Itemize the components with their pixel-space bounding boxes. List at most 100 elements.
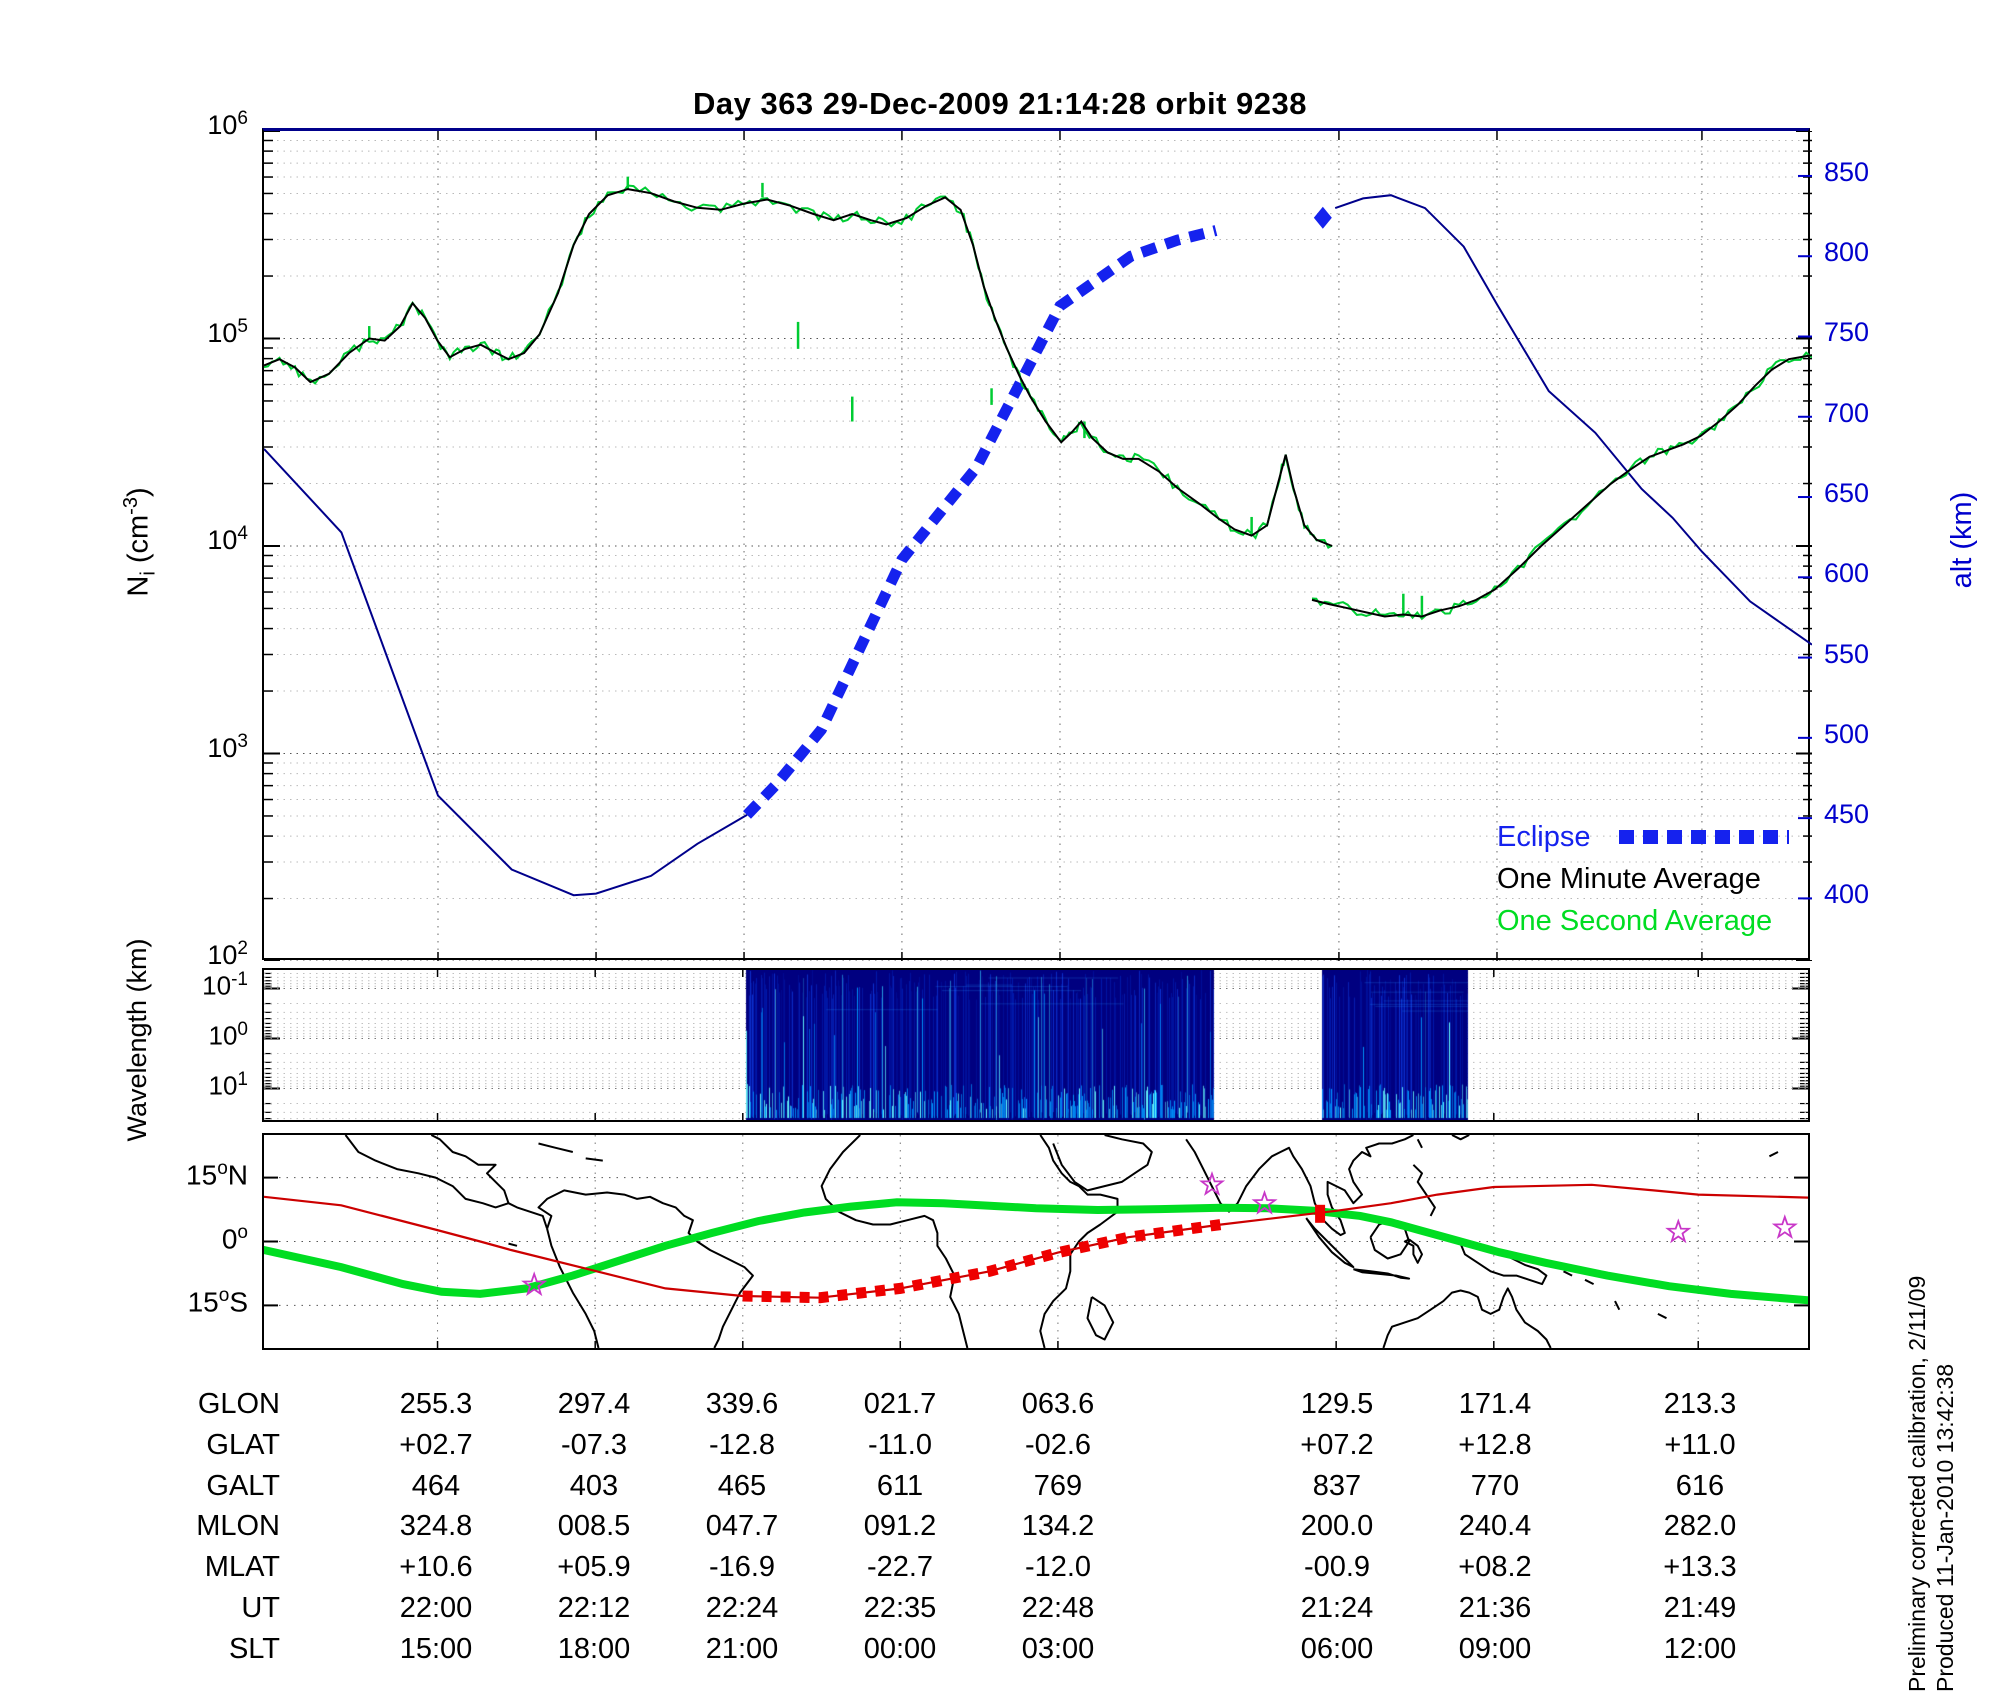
table-cell-ut-3: 22:35 <box>863 1592 937 1624</box>
table-cell-mlat-7: +13.3 <box>1663 1551 1737 1584</box>
wavelength-tick-10e1: 101 <box>208 1068 249 1101</box>
table-cell-mlat-4: -12.0 <box>1024 1551 1092 1584</box>
wavelength-axis-label: Wavelength (km) <box>122 938 152 1142</box>
table-cell-glat-7: +11.0 <box>1664 1428 1736 1461</box>
table-cell-ut-1: 22:12 <box>557 1592 631 1624</box>
table-cell-galt-2: 465 <box>717 1469 767 1502</box>
table-cell-slt-5: 06:00 <box>1300 1632 1374 1665</box>
map-lat-label-15°N: 15oN <box>186 1157 248 1190</box>
table-cell-glat-4: -02.6 <box>1024 1428 1092 1461</box>
table-cell-slt-3: 00:00 <box>863 1632 937 1665</box>
right-axis-tick-850: 850 <box>1824 156 1870 187</box>
table-cell-galt-0: 464 <box>411 1469 461 1502</box>
eclipse-dash-swatch <box>1618 830 1789 844</box>
map-lat-label-15°S: 15oS <box>187 1285 248 1318</box>
table-cell-mlon-3: 091.2 <box>863 1510 937 1543</box>
table-cell-galt-1: 403 <box>569 1469 619 1502</box>
production-note-line2: Produced 11-Jan-2010 13:42:38 <box>1932 1363 1958 1692</box>
table-cell-glat-6: +12.8 <box>1458 1428 1532 1461</box>
table-cell-ut-7: 21:49 <box>1663 1592 1737 1624</box>
table-cell-ut-6: 21:36 <box>1458 1592 1532 1624</box>
left-axis-tick-10e5: 105 <box>207 315 248 348</box>
table-cell-slt-4: 03:00 <box>1021 1632 1095 1665</box>
right-axis-tick-650: 650 <box>1824 478 1870 509</box>
right-axis-label: alt (km) <box>1946 491 1978 589</box>
table-cell-mlon-4: 134.2 <box>1021 1510 1095 1543</box>
legend-one-second-label: One Second Average <box>1497 904 1773 937</box>
ion-density-panel <box>262 128 1812 961</box>
table-cell-galt-4: 769 <box>1033 1469 1083 1502</box>
legend-eclipse-label: Eclipse <box>1497 820 1591 853</box>
table-cell-glat-2: -12.8 <box>708 1428 776 1461</box>
table-cell-ut-2: 22:24 <box>705 1592 779 1624</box>
table-cell-glon-5: 129.5 <box>1300 1388 1374 1420</box>
left-axis-tick-10e2: 102 <box>207 938 248 970</box>
table-cell-ut-5: 21:24 <box>1300 1592 1374 1624</box>
table-cell-galt-6: 770 <box>1470 1469 1520 1502</box>
table-cell-mlon-1: 008.5 <box>557 1510 631 1543</box>
table-cell-glon-0: 255.3 <box>399 1388 473 1420</box>
table-cell-ut-0: 22:00 <box>399 1592 473 1624</box>
world-map <box>264 1135 1808 1348</box>
table-cell-galt-5: 837 <box>1312 1469 1362 1502</box>
page-title: Day 363 29-Dec-2009 21:14:28 orbit 9238 <box>692 86 1308 121</box>
right-axis-tick-800: 800 <box>1824 237 1870 268</box>
table-cell-mlat-0: +10.6 <box>399 1551 473 1584</box>
table-cell-glat-3: -11.0 <box>868 1428 932 1461</box>
right-axis-tick-600: 600 <box>1824 558 1870 589</box>
ion-density-plot <box>264 131 1812 961</box>
right-axis-tick-400: 400 <box>1824 879 1870 910</box>
table-cell-glon-4: 063.6 <box>1021 1388 1095 1420</box>
table-cell-glon-2: 339.6 <box>705 1388 779 1420</box>
table-cell-galt-3: 611 <box>876 1469 924 1502</box>
table-row-label-ut: UT <box>241 1592 280 1624</box>
table-cell-mlon-7: 282.0 <box>1663 1510 1737 1543</box>
table-row-label-mlon: MLON <box>196 1510 280 1543</box>
table-cell-glon-7: 213.3 <box>1663 1388 1737 1420</box>
table-cell-glon-6: 171.4 <box>1458 1388 1532 1420</box>
table-cell-glon-3: 021.7 <box>863 1388 937 1420</box>
right-axis-tick-750: 750 <box>1824 317 1870 348</box>
table-cell-mlat-1: +05.9 <box>557 1551 631 1584</box>
table-cell-mlon-5: 200.0 <box>1300 1510 1374 1543</box>
table-cell-glat-0: +02.7 <box>399 1428 473 1461</box>
left-axis-tick-10e6: 106 <box>207 108 248 140</box>
table-cell-slt-6: 09:00 <box>1458 1632 1532 1665</box>
production-note-line1: Preliminary corrected calibration, 2/11/… <box>1904 1275 1930 1692</box>
table-cell-ut-4: 22:48 <box>1021 1592 1095 1624</box>
right-axis-tick-500: 500 <box>1824 718 1870 749</box>
table-cell-mlon-0: 324.8 <box>399 1510 473 1543</box>
table-cell-glon-1: 297.4 <box>557 1388 631 1420</box>
right-axis-tick-700: 700 <box>1824 397 1870 428</box>
legend-eclipse: Eclipse <box>1497 816 1789 858</box>
table-cell-mlon-2: 047.7 <box>705 1510 779 1543</box>
table-cell-galt-7: 616 <box>1675 1469 1725 1502</box>
table-cell-mlat-2: -16.9 <box>708 1551 776 1584</box>
right-axis-tick-450: 450 <box>1824 799 1870 830</box>
right-axis-tick-550: 550 <box>1824 638 1870 669</box>
table-row-label-slt: SLT <box>228 1632 280 1665</box>
left-axis-tick-10e4: 104 <box>207 523 248 555</box>
table-cell-mlon-6: 240.4 <box>1458 1510 1532 1543</box>
table-row-label-glat: GLAT <box>206 1428 280 1461</box>
table-cell-mlat-6: +08.2 <box>1458 1551 1532 1584</box>
ground-track-map-panel <box>262 1133 1810 1350</box>
table-cell-mlat-5: -00.9 <box>1303 1551 1371 1584</box>
legend-one-minute-label: One Minute Average <box>1497 862 1761 895</box>
wavelength-tick-10e-1: 10-1 <box>202 968 248 1001</box>
table-cell-slt-7: 12:00 <box>1663 1632 1737 1665</box>
spectrogram-heatmap <box>264 970 1808 1120</box>
table-row-label-galt: GALT <box>206 1469 280 1502</box>
wavelength-spectrogram-panel <box>262 968 1810 1122</box>
left-axis-label: Ni (cm-3) <box>120 487 160 597</box>
table-cell-glat-5: +07.2 <box>1300 1428 1374 1461</box>
table-cell-slt-2: 21:00 <box>705 1632 779 1665</box>
wavelength-tick-10e0: 100 <box>208 1018 249 1051</box>
left-axis-tick-10e3: 103 <box>207 730 248 763</box>
production-note: Preliminary corrected calibration, 2/11/… <box>1903 1262 1959 1692</box>
legend: Eclipse One Minute Average One Second Av… <box>1497 816 1789 942</box>
table-cell-glat-1: -07.3 <box>560 1428 628 1461</box>
table-cell-slt-1: 18:00 <box>557 1632 631 1665</box>
table-row-label-glon: GLON <box>197 1388 280 1420</box>
